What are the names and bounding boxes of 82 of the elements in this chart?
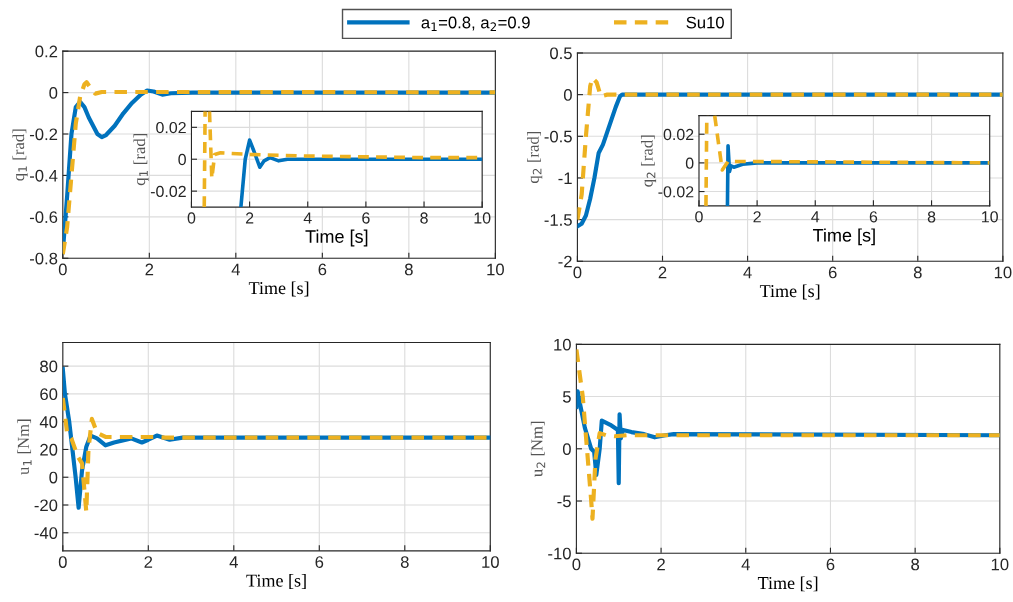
y-axis-title: q$_{1}$ [rad]: [133, 134, 149, 186]
x-axis-title: Time [s]: [812, 228, 875, 246]
y-tick-label: -0.6: [29, 211, 58, 224]
y-tick-label: 20: [40, 443, 58, 456]
x-tick-label: 10: [482, 556, 499, 568]
y-axis-title: q$_{2}$ [rad]: [527, 131, 543, 184]
y-axis-title: q$_{2}$ [rad]: [640, 135, 657, 187]
y-tick-label: -0.4: [29, 169, 58, 182]
x-tick-label: 8: [913, 266, 922, 279]
y-tick-label: 0.5: [550, 47, 572, 60]
x-tick-label: 0: [572, 558, 581, 571]
x-tick-label: 2: [245, 212, 254, 224]
x-tick-label: 2: [144, 556, 153, 568]
y-tick-label: 0.2: [35, 45, 58, 58]
x-tick-label: 2: [657, 558, 665, 571]
x-tick-label: 6: [318, 263, 327, 276]
y-tick-label: 40: [39, 416, 58, 428]
x-tick-label: 0: [58, 263, 67, 276]
y-tick-label: 0.02: [156, 121, 186, 134]
y-tick-label: 0: [685, 157, 694, 169]
y-tick-label: -5: [557, 495, 571, 508]
x-tick-label: 10: [991, 558, 1009, 571]
x-tick-label: 4: [743, 266, 752, 279]
y-tick-label: -0.02: [150, 185, 186, 198]
line-series: [576, 347, 1000, 521]
x-tick-label: 6: [869, 211, 878, 223]
y-tick-label: -2: [558, 255, 572, 268]
x-tick-label: 10: [994, 266, 1012, 279]
y-tick-label: 0.02: [663, 128, 694, 141]
x-tick-label: 2: [753, 211, 761, 223]
x-tick-label: 0: [187, 212, 196, 224]
x-axis-title: Time [s]: [246, 574, 306, 589]
y-tick-label: -0.2: [29, 128, 58, 141]
y-axis-title: u$_{2}$ [Nm]: [530, 421, 546, 477]
y-tick-label: 60: [40, 388, 58, 401]
y-tick-label: -1: [558, 172, 572, 184]
x-tick-label: 4: [231, 263, 240, 276]
legend-label: Su10: [686, 16, 724, 29]
x-tick-label: 10: [982, 211, 998, 223]
x-axis-title: Time [s]: [759, 284, 820, 300]
y-tick-label: 0: [563, 89, 572, 101]
y-tick-label: -0.5: [544, 130, 572, 143]
x-tick-label: 6: [826, 558, 835, 571]
x-tick-label: 8: [404, 263, 413, 276]
x-tick-label: 8: [927, 211, 936, 223]
y-tick-label: 0: [49, 471, 58, 484]
line-series: [239, 138, 483, 208]
y-tick-label: 0: [562, 443, 571, 455]
y-tick-label: -0.02: [658, 186, 694, 198]
x-tick-label: 2: [145, 263, 154, 276]
y-tick-label: -1.5: [544, 214, 572, 226]
x-tick-label: 8: [420, 212, 428, 224]
x-tick-label: 0: [58, 556, 67, 568]
x-tick-label: 4: [303, 212, 312, 224]
y-tick-label: -0.8: [29, 252, 58, 265]
x-tick-label: 8: [911, 558, 920, 571]
y-tick-label: 0: [49, 86, 58, 99]
y-tick-label: 5: [562, 391, 571, 403]
x-tick-label: 2: [658, 266, 667, 279]
x-tick-label: 6: [315, 556, 324, 568]
x-tick-label: 0: [695, 211, 703, 223]
x-tick-label: 4: [811, 211, 820, 223]
x-tick-label: 0: [573, 266, 582, 279]
x-axis-title: Time [s]: [305, 229, 368, 247]
y-tick-label: -10: [548, 547, 571, 560]
legend-label: a$_{1}$=0.8, a$_{2}$=0.9: [421, 16, 530, 31]
y-tick-label: -40: [34, 527, 58, 539]
x-axis-title: Time [s]: [248, 281, 309, 297]
x-axis-title: Time [s]: [757, 576, 818, 592]
y-tick-label: 10: [554, 338, 571, 351]
x-tick-label: 6: [828, 266, 837, 279]
y-tick-label: -20: [34, 499, 58, 512]
x-tick-label: 8: [400, 556, 409, 568]
x-tick-label: 4: [229, 556, 238, 568]
y-axis-title: u$_{1}$ [Nm]: [17, 419, 32, 475]
x-tick-label: 10: [474, 212, 491, 224]
x-tick-label: 4: [741, 558, 750, 571]
x-tick-label: 10: [487, 263, 504, 276]
x-tick-label: 6: [362, 212, 370, 224]
y-axis-title: q$_{1}$ [rad]: [12, 129, 28, 181]
y-tick-label: 80: [40, 360, 58, 373]
y-tick-label: 0: [178, 153, 186, 166]
